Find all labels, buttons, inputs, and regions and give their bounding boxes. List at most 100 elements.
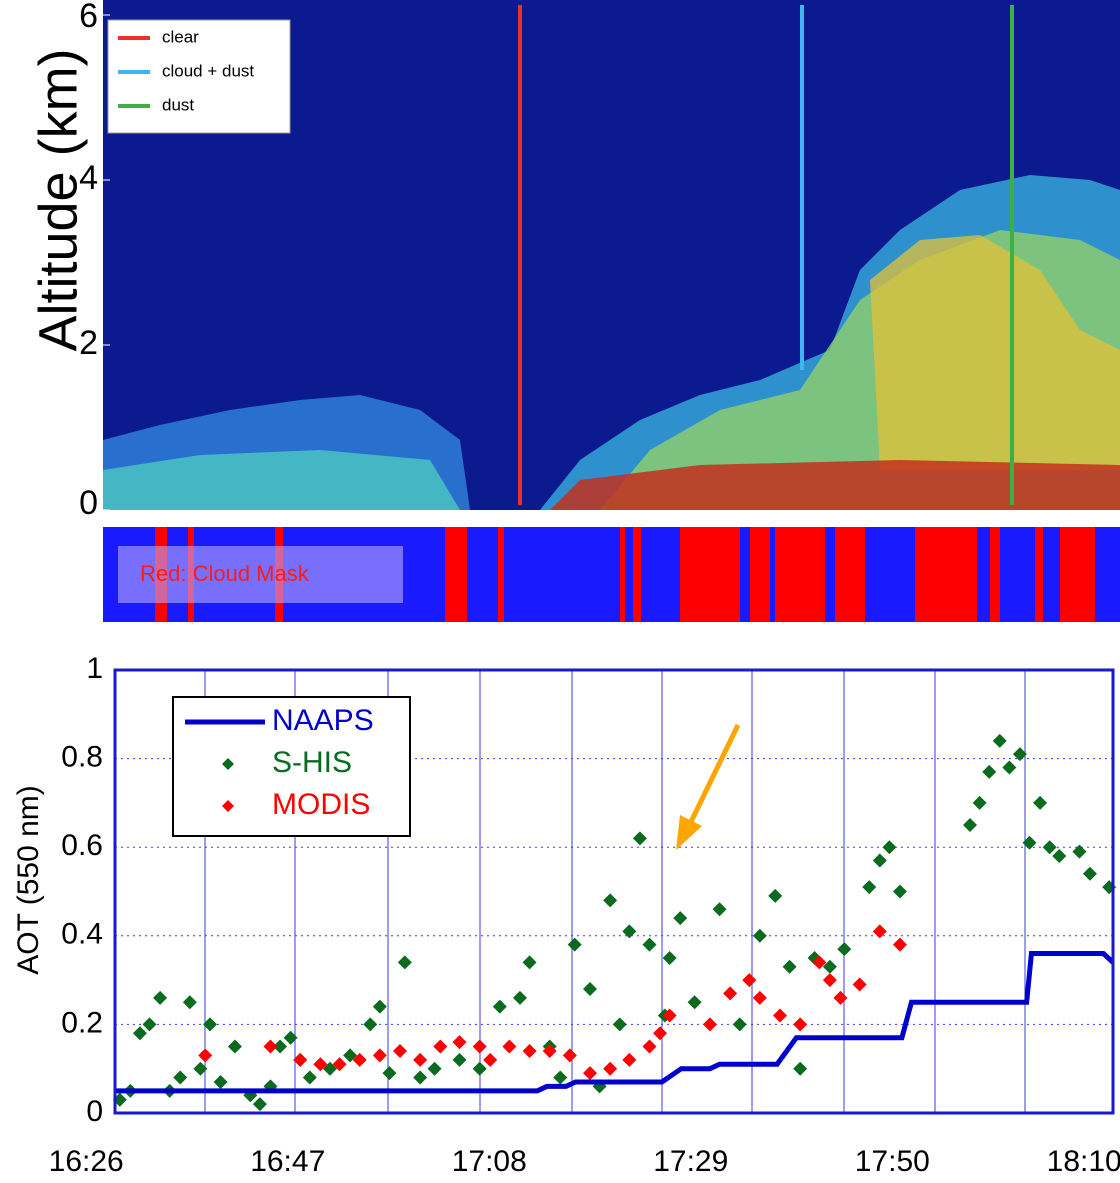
point xyxy=(343,1048,358,1063)
point xyxy=(273,1039,288,1054)
y-tick-label: 4 xyxy=(79,159,98,197)
point xyxy=(642,937,657,952)
y-tick-label: 0 xyxy=(79,484,98,522)
point xyxy=(293,1052,308,1067)
point xyxy=(732,1017,747,1032)
point xyxy=(283,1030,298,1045)
point xyxy=(363,1017,378,1032)
point xyxy=(567,937,582,952)
point xyxy=(822,959,837,974)
point xyxy=(213,1074,228,1089)
point xyxy=(662,950,677,965)
point xyxy=(1022,835,1037,850)
plot-frame xyxy=(113,668,1115,1115)
point xyxy=(622,1052,637,1067)
point xyxy=(653,1026,668,1041)
point xyxy=(1033,795,1048,810)
legend-label: NAAPS xyxy=(272,704,374,737)
point xyxy=(612,1017,627,1032)
point xyxy=(583,981,598,996)
line xyxy=(115,951,1115,1094)
point xyxy=(837,942,852,957)
x-tick-label: 17:08 xyxy=(452,1145,527,1178)
point xyxy=(452,1035,467,1050)
legend-swatch xyxy=(222,758,234,770)
point xyxy=(752,990,767,1005)
point xyxy=(1072,844,1087,859)
legend-swatch xyxy=(222,800,234,812)
point xyxy=(603,1061,618,1076)
point xyxy=(252,1097,267,1112)
point xyxy=(173,1070,188,1085)
point xyxy=(1012,747,1027,762)
point xyxy=(198,1048,213,1063)
point xyxy=(822,973,837,988)
point xyxy=(413,1052,428,1067)
point xyxy=(227,1039,242,1054)
point xyxy=(862,880,877,895)
point xyxy=(203,1017,218,1032)
point xyxy=(132,1026,147,1041)
point xyxy=(522,1043,537,1058)
point xyxy=(662,1008,677,1023)
y-tick-label: 0 xyxy=(86,1095,103,1128)
x-tick-label: 18:10 xyxy=(1047,1145,1120,1178)
point xyxy=(1052,849,1067,864)
mask-label: Red: Cloud Mask xyxy=(140,561,310,586)
x-tick-label: 17:29 xyxy=(653,1145,728,1178)
legend-label: dust xyxy=(162,95,194,114)
point xyxy=(793,1017,808,1032)
x-tick-label: 16:47 xyxy=(250,1145,325,1178)
y-tick-label: 0.6 xyxy=(61,829,103,862)
legend-label: cloud + dust xyxy=(162,61,254,80)
point xyxy=(982,764,997,779)
point xyxy=(882,840,897,855)
point xyxy=(142,1017,157,1032)
y-tick-label: 0.2 xyxy=(61,1006,103,1039)
point xyxy=(182,995,197,1010)
point xyxy=(752,928,767,943)
y-tick-label: 2 xyxy=(79,324,98,362)
y-tick-label: 6 xyxy=(79,0,98,35)
point xyxy=(622,924,637,939)
point xyxy=(483,1052,498,1067)
point xyxy=(263,1039,278,1054)
point xyxy=(522,955,537,970)
point xyxy=(393,1043,408,1058)
point xyxy=(1042,840,1057,855)
y-tick-label: 0.4 xyxy=(61,918,103,951)
point xyxy=(603,893,618,908)
point xyxy=(833,990,848,1005)
point xyxy=(872,924,887,939)
point xyxy=(872,853,887,868)
point xyxy=(502,1039,517,1054)
point xyxy=(433,1039,448,1054)
point xyxy=(472,1039,487,1054)
y-axis-label: AOT (550 nm) xyxy=(12,785,45,975)
point xyxy=(852,977,867,992)
point xyxy=(892,884,907,899)
point xyxy=(972,795,987,810)
point xyxy=(963,818,978,833)
point xyxy=(702,1017,717,1032)
point xyxy=(492,999,507,1014)
point xyxy=(583,1066,598,1081)
point xyxy=(562,1048,577,1063)
point xyxy=(512,990,527,1005)
point xyxy=(322,1061,337,1076)
point xyxy=(452,1052,467,1067)
point xyxy=(992,733,1007,748)
point xyxy=(372,999,387,1014)
point xyxy=(193,1061,208,1076)
point xyxy=(313,1057,328,1072)
point xyxy=(768,888,783,903)
point xyxy=(687,995,702,1010)
point xyxy=(723,986,738,1001)
point xyxy=(673,911,688,926)
point xyxy=(542,1043,557,1058)
point xyxy=(153,990,168,1005)
point xyxy=(892,937,907,952)
point xyxy=(413,1070,428,1085)
point xyxy=(472,1061,487,1076)
